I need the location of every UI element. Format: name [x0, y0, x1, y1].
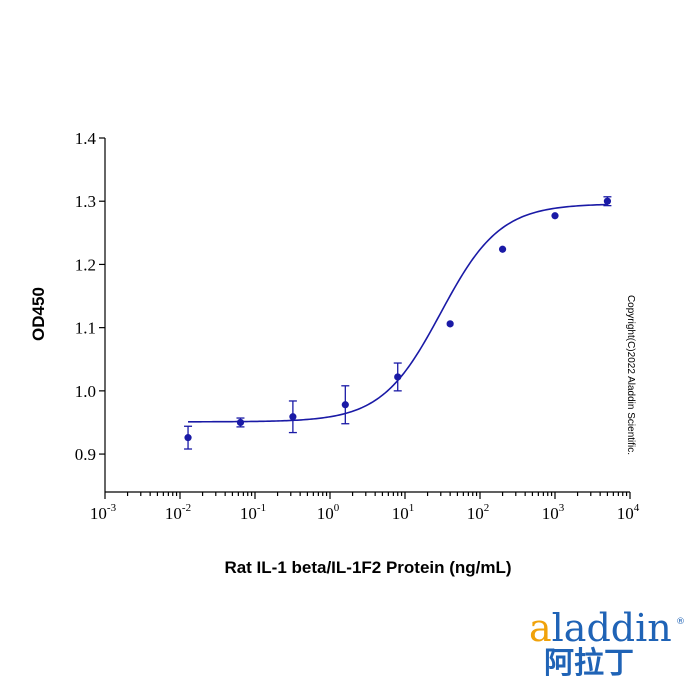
x-tick-exponent: -3: [107, 502, 117, 514]
x-tick-base: 10: [392, 504, 409, 523]
x-tick-exponent: 1: [409, 502, 415, 514]
logo-registered-mark: ®: [676, 617, 685, 627]
copyright-note: Copyright(C)2022 Aladdin Scientific.: [625, 295, 636, 455]
x-tick-exponent: 2: [484, 502, 490, 514]
logo-wordmark-rest: laddin: [552, 606, 672, 650]
x-axis-title: Rat IL-1 beta/IL-1F2 Protein (ng/mL): [224, 558, 511, 577]
data-point: [551, 212, 559, 220]
y-axis-title: OD450: [29, 287, 48, 341]
x-tick-exponent: -1: [257, 502, 266, 514]
x-tick-label: 102: [467, 502, 490, 523]
y-tick-label: 1.4: [75, 129, 97, 148]
x-tick-base: 10: [240, 504, 257, 523]
y-tick-label: 1.0: [75, 382, 96, 401]
x-tick-label: 10-2: [165, 502, 191, 523]
x-tick-exponent: -2: [182, 502, 191, 514]
x-tick-label: 101: [392, 502, 415, 523]
x-tick-exponent: 0: [334, 502, 340, 514]
data-point: [603, 197, 612, 205]
data-point: [394, 373, 402, 381]
x-tick-label: 104: [617, 502, 640, 523]
data-point: [289, 413, 297, 421]
x-tick-label: 103: [542, 502, 565, 523]
y-tick-label: 1.2: [75, 255, 96, 274]
logo-wordmark-a: a: [529, 606, 552, 650]
y-axis-ticks: 0.9 1.0 1.1 1.2 1.3 1.4: [75, 129, 105, 464]
x-tick-label: 10-3: [90, 502, 117, 523]
logo-chinese: 阿拉丁: [544, 646, 634, 681]
data-point: [341, 401, 349, 409]
aladdin-logo: aladdin ® 阿拉丁: [529, 606, 685, 681]
x-tick-label: 10-1: [240, 502, 266, 523]
x-tick-base: 10: [317, 504, 334, 523]
y-tick-label: 1.3: [75, 192, 96, 211]
data-point: [446, 320, 454, 328]
data-points: [184, 196, 612, 450]
x-tick-base: 10: [617, 504, 634, 523]
x-tick-base: 10: [467, 504, 484, 523]
y-tick-label: 0.9: [75, 445, 96, 464]
x-tick-exponent: 4: [634, 502, 640, 514]
x-tick-base: 10: [90, 504, 107, 523]
x-tick-label: 100: [317, 502, 340, 523]
x-axis-ticks: 10-3 10-2 10-1 100 101 102 103 104: [90, 492, 640, 523]
x-tick-exponent: 3: [559, 502, 565, 514]
logo-wordmark: aladdin: [529, 606, 672, 650]
x-tick-base: 10: [542, 504, 559, 523]
data-point: [184, 434, 192, 442]
x-tick-base: 10: [165, 504, 182, 523]
data-point: [236, 418, 245, 427]
data-point: [498, 245, 507, 253]
y-tick-label: 1.1: [75, 319, 96, 338]
